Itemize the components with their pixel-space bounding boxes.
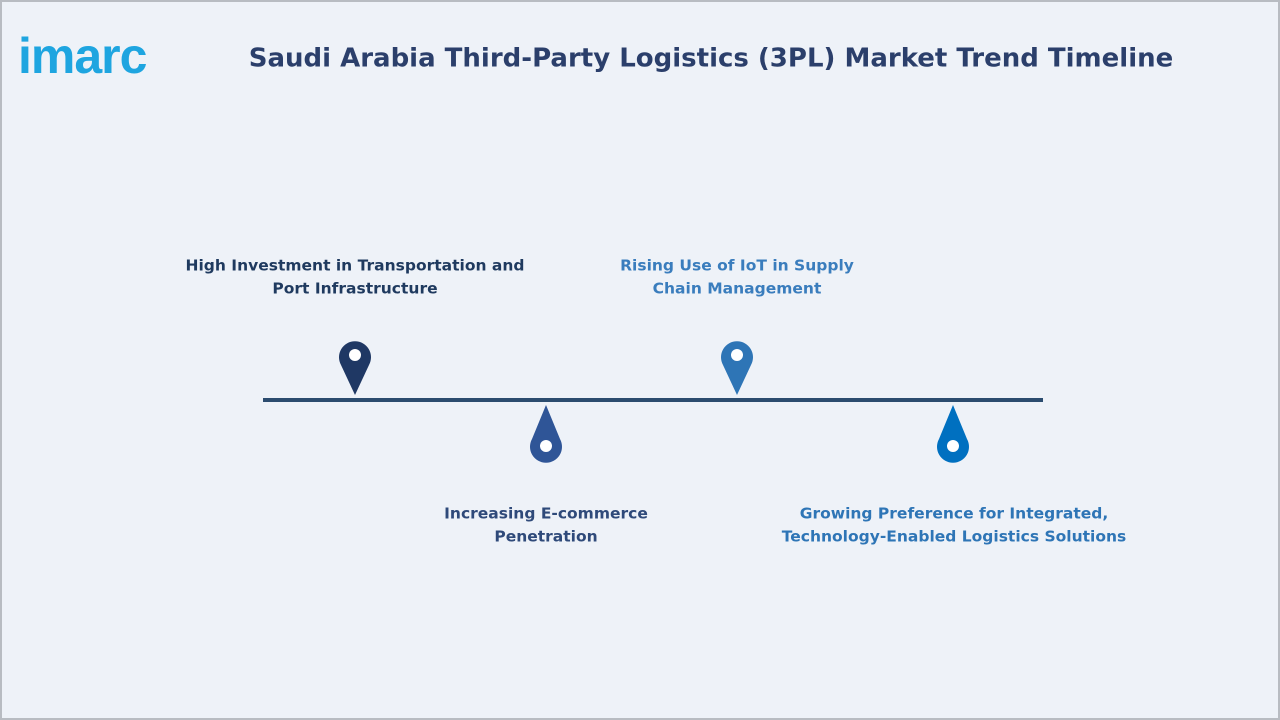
title: Saudi Arabia Third-Party Logistics (3PL)… <box>249 44 1174 74</box>
item-label: Growing Preference for Integrated, <box>800 505 1109 523</box>
pin-dot <box>731 349 743 361</box>
pin <box>720 341 753 395</box>
pin <box>530 405 562 463</box>
item-label: High Investment in Transportation and <box>186 257 525 275</box>
item-label: Chain Management <box>653 280 822 298</box>
pin-dot <box>540 440 552 452</box>
pin-dot <box>947 440 959 452</box>
pin-dot <box>349 349 361 361</box>
pin <box>339 341 371 395</box>
item-label: Increasing E-commerce <box>444 505 648 523</box>
item-label: Technology-Enabled Logistics Solutions <box>782 528 1127 546</box>
item-label: Port Infrastructure <box>272 280 437 298</box>
item-label: Penetration <box>494 528 597 546</box>
logo: imarc <box>18 28 147 84</box>
item-label: Rising Use of IoT in Supply <box>620 257 854 275</box>
pin <box>937 405 969 463</box>
